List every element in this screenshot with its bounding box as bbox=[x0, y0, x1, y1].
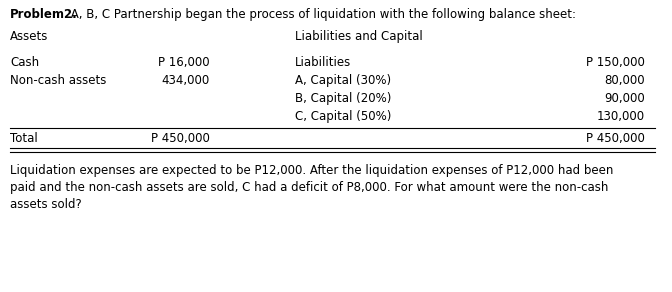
Text: Problem2.: Problem2. bbox=[10, 8, 78, 21]
Text: 80,000: 80,000 bbox=[604, 74, 645, 87]
Text: Total: Total bbox=[10, 132, 38, 145]
Text: P 150,000: P 150,000 bbox=[586, 56, 645, 69]
Text: Assets: Assets bbox=[10, 30, 48, 43]
Text: P 450,000: P 450,000 bbox=[586, 132, 645, 145]
Text: 90,000: 90,000 bbox=[604, 92, 645, 105]
Text: Liquidation expenses are expected to be P12,000. After the liquidation expenses : Liquidation expenses are expected to be … bbox=[10, 164, 614, 177]
Text: Non-cash assets: Non-cash assets bbox=[10, 74, 106, 87]
Text: C, Capital (50%): C, Capital (50%) bbox=[295, 110, 391, 123]
Text: Cash: Cash bbox=[10, 56, 39, 69]
Text: Liabilities and Capital: Liabilities and Capital bbox=[295, 30, 423, 43]
Text: B, Capital (20%): B, Capital (20%) bbox=[295, 92, 391, 105]
Text: A, Capital (30%): A, Capital (30%) bbox=[295, 74, 391, 87]
Text: Liabilities: Liabilities bbox=[295, 56, 351, 69]
Text: A, B, C Partnership began the process of liquidation with the following balance : A, B, C Partnership began the process of… bbox=[67, 8, 576, 21]
Text: 130,000: 130,000 bbox=[597, 110, 645, 123]
Text: assets sold?: assets sold? bbox=[10, 198, 82, 211]
Text: P 450,000: P 450,000 bbox=[151, 132, 210, 145]
Text: paid and the non-cash assets are sold, C had a deficit of P8,000. For what amoun: paid and the non-cash assets are sold, C… bbox=[10, 181, 608, 194]
Text: P 16,000: P 16,000 bbox=[159, 56, 210, 69]
Text: 434,000: 434,000 bbox=[162, 74, 210, 87]
